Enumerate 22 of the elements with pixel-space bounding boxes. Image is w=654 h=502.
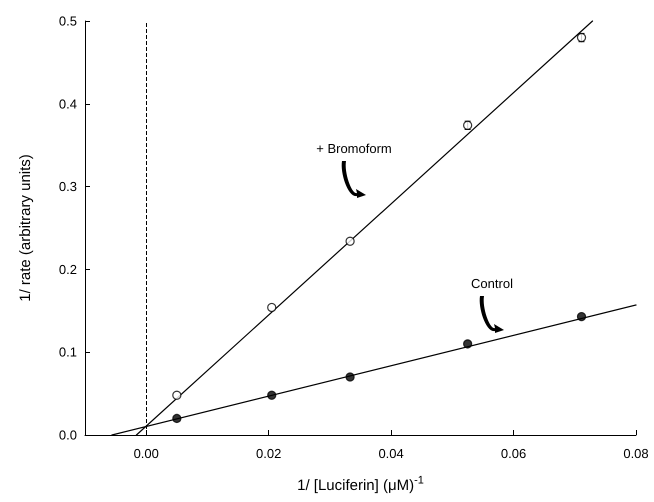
y-tick-label: 0.1 [58,344,77,360]
y-tick-label: 0.5 [58,14,77,28]
point [576,312,586,322]
point [346,236,355,246]
point [172,414,182,424]
x-tick-label: 0.04 [378,446,404,461]
y-tick-label: 0.4 [58,96,77,112]
annotation: Control [471,276,514,291]
y-tick-label: 0.2 [58,262,77,277]
point [346,372,355,382]
y-tick-label: 0.0 [58,428,77,442]
x-tick-label: 0.06 [500,446,526,461]
point [267,390,276,400]
x-tick-label: 0.00 [134,446,159,461]
annotation: + Bromoform [316,141,392,156]
y-axis-title: 1/ rate (arbitrary units) [17,154,34,302]
y-tick-label: 0.3 [58,179,77,194]
point [267,302,276,312]
point [463,339,472,349]
x-tick-label: 0.02 [256,446,282,461]
point [172,390,182,400]
x-tick-label: 0.08 [623,446,649,461]
